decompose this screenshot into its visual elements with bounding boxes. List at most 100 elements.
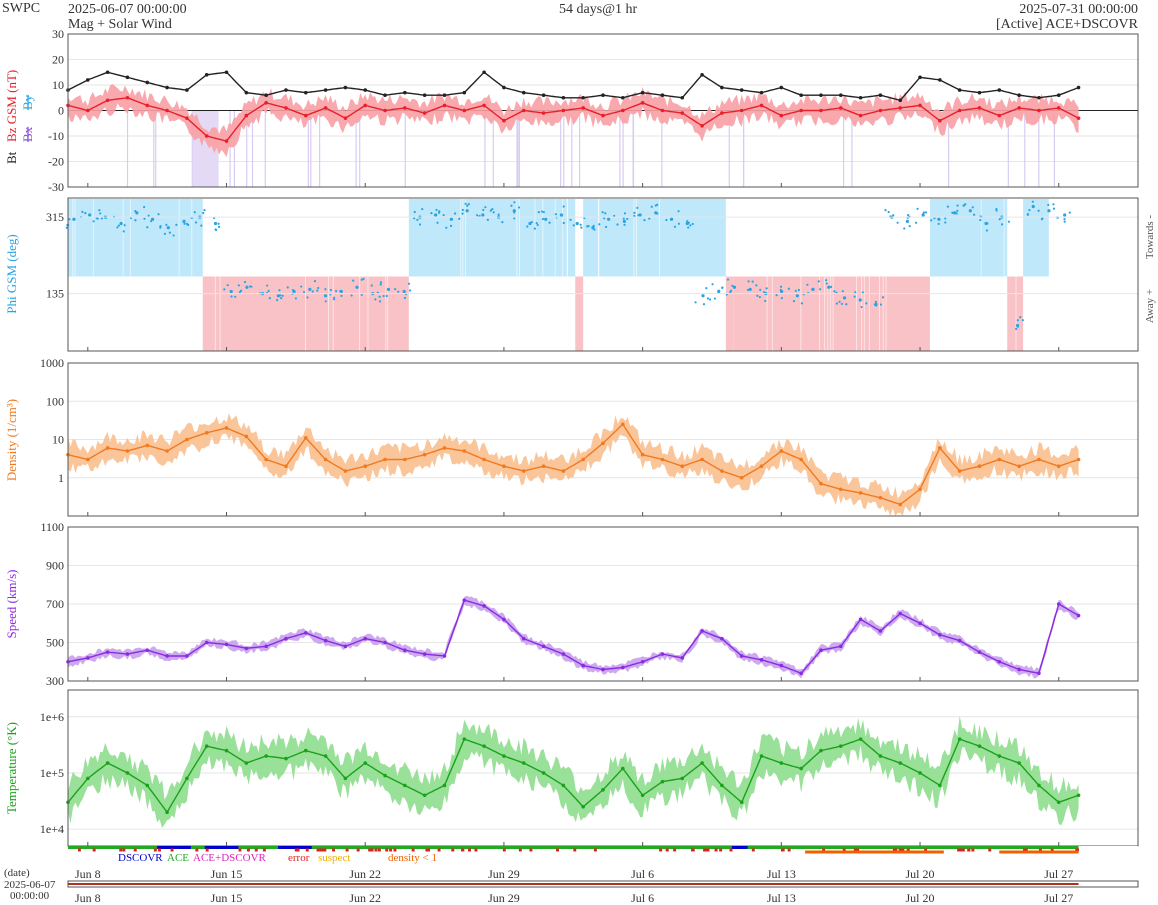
temperature-data-point: [700, 761, 704, 765]
mag-range-band: [68, 84, 1079, 158]
phi-data-point: [986, 222, 989, 225]
temperature-data-point: [383, 773, 387, 778]
phi-data-point: [840, 302, 844, 306]
phi-data-point: [243, 280, 247, 284]
phi-data-point: [569, 218, 572, 221]
mag-ylabel-bt: Bt: [4, 151, 19, 164]
speed-data-point: [898, 611, 903, 616]
phi-data-point: [944, 221, 947, 224]
phi-data-point: [779, 288, 782, 292]
speed-data-point: [720, 636, 724, 641]
phi-data-point: [159, 224, 162, 228]
phi-data-point: [1031, 200, 1034, 203]
phi-data-point: [466, 204, 469, 207]
temperature-data-point: [303, 748, 308, 753]
mag-data-point: [997, 113, 1002, 118]
speed-panel-frame: [67, 526, 1139, 682]
phi-data-point: [497, 213, 500, 216]
temperature-data-point: [779, 761, 784, 765]
speed-data-point: [640, 659, 645, 664]
phi-data-point: [730, 289, 733, 292]
mag-data-point: [720, 85, 724, 90]
phi-data-point: [84, 212, 87, 215]
temperature-data-point: [1037, 783, 1041, 788]
phi-data-point: [930, 219, 933, 222]
phi-data-point: [229, 289, 233, 294]
phi-data-point: [146, 226, 149, 229]
mag-data-points: [66, 70, 1081, 103]
density-data-point: [482, 457, 486, 462]
phi-data-point: [340, 294, 343, 298]
phi-data-point: [701, 294, 705, 298]
mag-data-point: [284, 106, 288, 110]
temperature-data-point: [680, 776, 685, 781]
density-data-point: [938, 446, 942, 450]
org-label: SWPC: [2, 1, 41, 16]
phi-data-point: [165, 223, 168, 226]
phi-data-point: [360, 278, 363, 281]
temperature-data-point: [442, 783, 447, 788]
mag-data-point: [422, 93, 427, 97]
x-tick-label-top: Jun 8: [75, 867, 101, 881]
temperature-data-point: [145, 783, 150, 788]
phi-data-point: [575, 221, 579, 226]
phi-sector-toward: [1023, 199, 1049, 277]
density-data-point: [601, 441, 605, 446]
phi-data-point: [464, 202, 467, 205]
mag-ylabel-bx: Bx: [20, 126, 35, 142]
density-data-point: [403, 457, 407, 462]
phi-data-point: [601, 211, 604, 214]
temperature-panel-frame: [67, 689, 1139, 847]
x-tick-label-top: Jul 27: [1044, 867, 1073, 881]
phi-data-point: [854, 291, 857, 294]
phi-data-point: [633, 211, 636, 214]
phi-data-point: [1047, 209, 1051, 213]
mag-data-point: [640, 90, 645, 95]
phi-data-point: [370, 284, 373, 287]
phi-data-point: [924, 211, 928, 214]
phi-data-point: [572, 224, 575, 227]
density-data-point: [541, 464, 546, 469]
phi-data-point: [656, 203, 659, 206]
phi-data-point: [434, 213, 438, 217]
temperature-data-point: [838, 744, 843, 748]
temperature-y-tick-label: 1e+5: [40, 766, 64, 780]
phi-data-point: [99, 212, 102, 215]
mag-data-point: [86, 108, 90, 113]
phi-data-point: [1019, 316, 1022, 319]
x-axis-start-date: 2025-06-07: [4, 879, 56, 891]
phi-data-point: [825, 282, 828, 285]
speed-y-tick-label: 300: [46, 674, 64, 688]
mag-data-point: [105, 98, 110, 103]
density-data-point: [739, 475, 744, 480]
phi-data-point: [134, 210, 137, 213]
phi-data-point: [413, 210, 416, 214]
temperature-data-point: [878, 754, 883, 758]
phi-data-point: [916, 207, 919, 210]
temperature-data-point: [264, 754, 268, 758]
phi-data-point: [845, 303, 848, 306]
subtitle: Mag + Solar Wind: [68, 17, 172, 32]
temperature-data-point: [403, 783, 407, 788]
phi-data-point: [758, 295, 761, 299]
mag-data-point: [561, 108, 566, 113]
temperature-data-point: [601, 788, 605, 792]
phi-data-point: [486, 218, 489, 222]
phi-data-point: [350, 294, 353, 297]
phi-data-point: [763, 291, 766, 294]
phi-data-point: [874, 300, 878, 303]
speed-data-point: [680, 656, 685, 660]
density-y-tick-label: 1000: [40, 356, 64, 370]
phi-data-point: [817, 280, 820, 283]
mag-data-point: [165, 85, 169, 90]
phi-data-point: [879, 303, 883, 306]
phi-data-point: [163, 232, 167, 235]
phi-data-point: [482, 208, 485, 212]
temperature-data-point: [165, 810, 169, 814]
phi-data-point: [603, 217, 606, 220]
phi-data-point: [286, 286, 289, 289]
phi-data-point: [554, 213, 557, 216]
phi-data-point: [362, 277, 365, 280]
mag-data-point: [700, 73, 704, 77]
phi-data-point: [311, 290, 314, 293]
